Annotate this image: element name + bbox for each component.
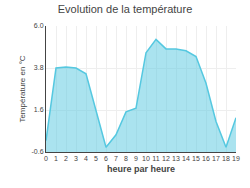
svg-text:4: 4 [84, 155, 88, 162]
svg-text:16: 16 [202, 155, 210, 162]
svg-text:0: 0 [44, 155, 48, 162]
svg-text:6: 6 [104, 155, 108, 162]
svg-text:6.0: 6.0 [34, 22, 44, 29]
svg-text:11: 11 [152, 155, 159, 162]
svg-text:12: 12 [162, 155, 170, 162]
svg-text:10: 10 [142, 155, 150, 162]
svg-text:14: 14 [182, 155, 190, 162]
svg-text:5: 5 [94, 155, 98, 162]
svg-text:9: 9 [134, 155, 138, 162]
svg-text:heure par heure: heure par heure [107, 164, 175, 174]
svg-text:7: 7 [114, 155, 118, 162]
svg-text:1.6: 1.6 [34, 106, 44, 113]
svg-text:Evolution de la température: Evolution de la température [58, 3, 193, 15]
svg-text:3.8: 3.8 [34, 64, 44, 71]
svg-text:8: 8 [124, 155, 128, 162]
svg-text:-0.6: -0.6 [32, 148, 44, 155]
svg-text:2: 2 [64, 155, 68, 162]
svg-text:15: 15 [192, 155, 200, 162]
svg-text:17: 17 [212, 155, 220, 162]
svg-text:19: 19 [232, 155, 240, 162]
svg-text:13: 13 [172, 155, 180, 162]
svg-text:18: 18 [222, 155, 230, 162]
svg-text:1: 1 [54, 155, 58, 162]
svg-text:3: 3 [74, 155, 78, 162]
svg-text:Température en °C: Température en °C [18, 55, 27, 122]
